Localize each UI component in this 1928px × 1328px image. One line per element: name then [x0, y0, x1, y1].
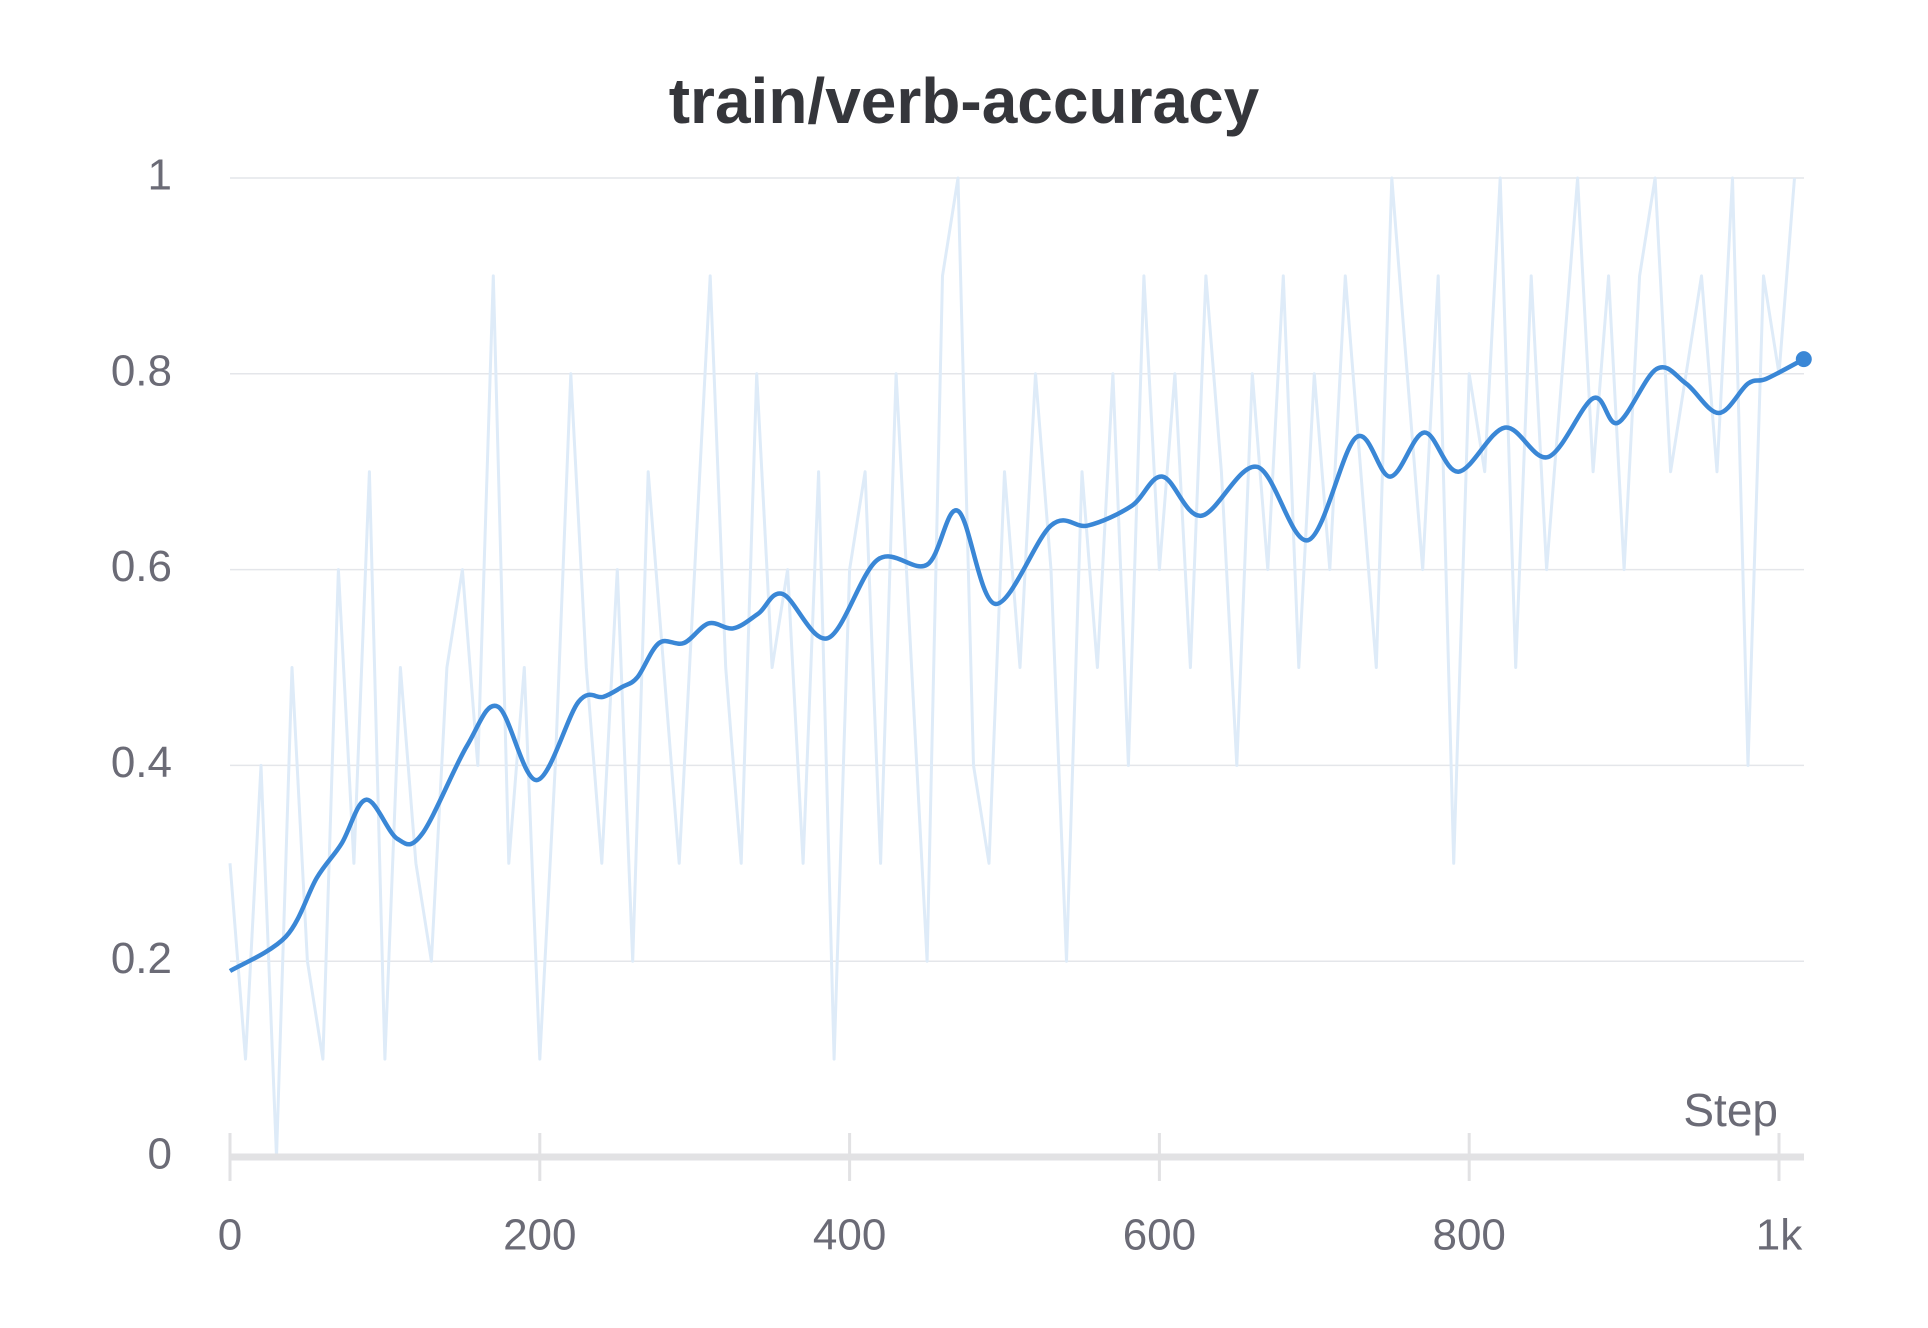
- x-tick-label: 600: [1123, 1211, 1196, 1260]
- y-tick-label: 0.4: [111, 738, 172, 787]
- x-axis-label: Step: [1683, 1084, 1778, 1136]
- x-tick-label: 400: [813, 1211, 886, 1260]
- y-tick-label: 0.2: [111, 934, 172, 983]
- y-tick-label: 1: [148, 151, 172, 200]
- x-tick-label: 0: [218, 1211, 242, 1260]
- plot-area: [228, 176, 1812, 1159]
- chart-title: train/verb-accuracy: [669, 65, 1260, 137]
- x-tick-label: 200: [503, 1211, 576, 1260]
- y-tick-label: 0.6: [111, 542, 172, 591]
- y-tick-label: 0.8: [111, 346, 172, 395]
- x-tick-label: 800: [1432, 1211, 1505, 1260]
- end-point: [1795, 351, 1812, 368]
- x-tick-label: 1k: [1756, 1211, 1803, 1260]
- y-tick-label: 0: [148, 1130, 172, 1179]
- raw-line: [228, 176, 1796, 1159]
- smoothed-line: [228, 357, 1805, 973]
